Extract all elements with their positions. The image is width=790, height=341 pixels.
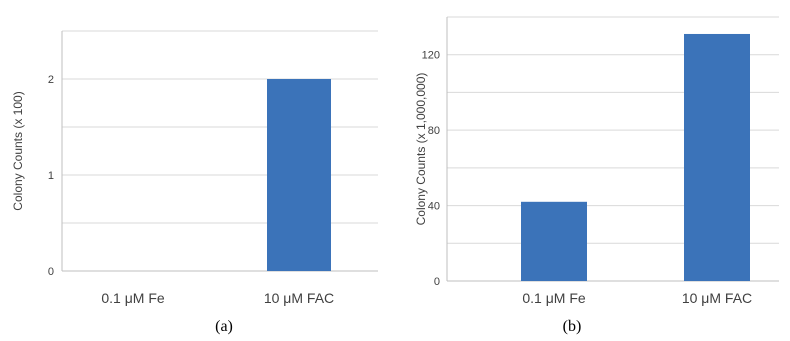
y-tick-label: 120 [422, 50, 440, 62]
category-label: 0.1 μM Fe [101, 290, 165, 306]
chart-a: 0 1 2 0.1 μM Fe 10 μM FAC Colony Counts (x 10… [11, 30, 378, 335]
category-label: 0.1 μM Fe [522, 290, 586, 306]
y-axis-label: Colony Counts (x 100) [11, 91, 25, 210]
bar [267, 79, 331, 271]
y-tick-label: 40 [428, 201, 440, 213]
panel-caption: (b) [563, 318, 582, 335]
y-tick-label: 0 [434, 276, 440, 288]
y-tick-label: 1 [48, 170, 54, 182]
category-label: 10 μM FAC [682, 290, 752, 306]
y-axis-label: Colony Counts (x 1,000,000) [414, 73, 428, 226]
y-tick-label: 0 [48, 266, 54, 278]
panel-caption: (a) [215, 318, 233, 335]
y-tick-label: 2 [48, 74, 54, 86]
y-tick-label: 80 [428, 125, 440, 137]
chart-b: 0 40 80 120 0.1 μM Fe 10 μM FAC Colony Counts … [414, 16, 779, 335]
category-label: 10 μM FAC [264, 290, 334, 306]
bar [684, 33, 750, 281]
bar [521, 201, 587, 281]
